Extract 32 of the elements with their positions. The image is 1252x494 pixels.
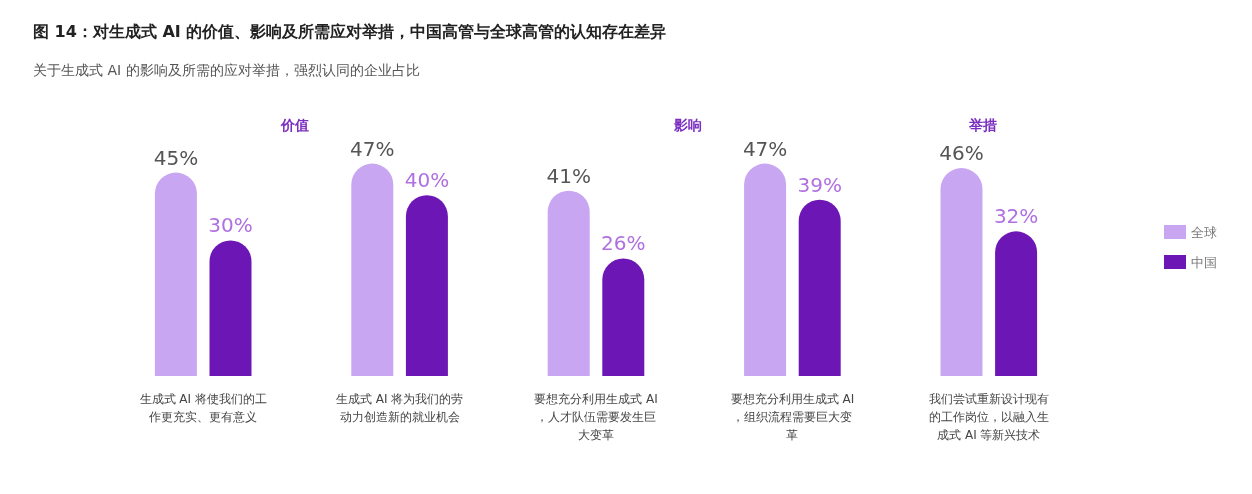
data-label: 40% xyxy=(404,168,450,193)
bar xyxy=(744,163,787,376)
x-tick-label: 生成式 AI 将使我们的工作更充实、更有意义 xyxy=(139,392,267,424)
data-label: 46% xyxy=(939,141,984,166)
bar xyxy=(602,258,645,376)
text: 价值 xyxy=(280,117,310,133)
bar xyxy=(405,195,448,376)
bar xyxy=(154,172,197,376)
data-label: 39% xyxy=(797,172,842,197)
x-tick-label: 我们尝试重新设计现有的工作岗位，以融入生成式 AI 等新兴技术 xyxy=(928,392,1049,442)
bar xyxy=(209,240,252,376)
text: 举措 xyxy=(967,117,997,133)
data-label: 26% xyxy=(601,231,646,256)
bar xyxy=(351,163,394,376)
data-label: 32% xyxy=(993,204,1039,229)
bar xyxy=(940,168,983,376)
x-tick-label: 要想充分利用生成式 AI，组织流程需要巨大变革 xyxy=(730,392,855,442)
legend-label: 中国 xyxy=(1191,254,1217,270)
text: 影响 xyxy=(673,117,703,133)
x-tick-label: 生成式 AI 将为我们的劳动力创造新的就业机会 xyxy=(335,392,464,424)
data-label: 41% xyxy=(546,163,591,188)
chart-title: 图 14：对生成式 AI 的价值、影响及所需应对举措，中国高管与全球高管的认知存在差异 xyxy=(33,21,667,41)
bar xyxy=(547,190,590,376)
chart-subtitle: 关于生成式 AI 的影响及所需的应对举措，强烈认同的企业占比 xyxy=(33,62,420,78)
data-label: 47% xyxy=(350,136,395,161)
data-label: 45% xyxy=(153,145,199,170)
bar xyxy=(798,199,841,376)
x-tick-label: 要想充分利用生成式 AI，人才队伍需要发生巨大变革 xyxy=(534,392,658,442)
data-label: 47% xyxy=(742,136,788,161)
bar xyxy=(995,231,1038,376)
legend-label: 全球 xyxy=(1191,224,1217,240)
data-label: 30% xyxy=(208,213,253,238)
